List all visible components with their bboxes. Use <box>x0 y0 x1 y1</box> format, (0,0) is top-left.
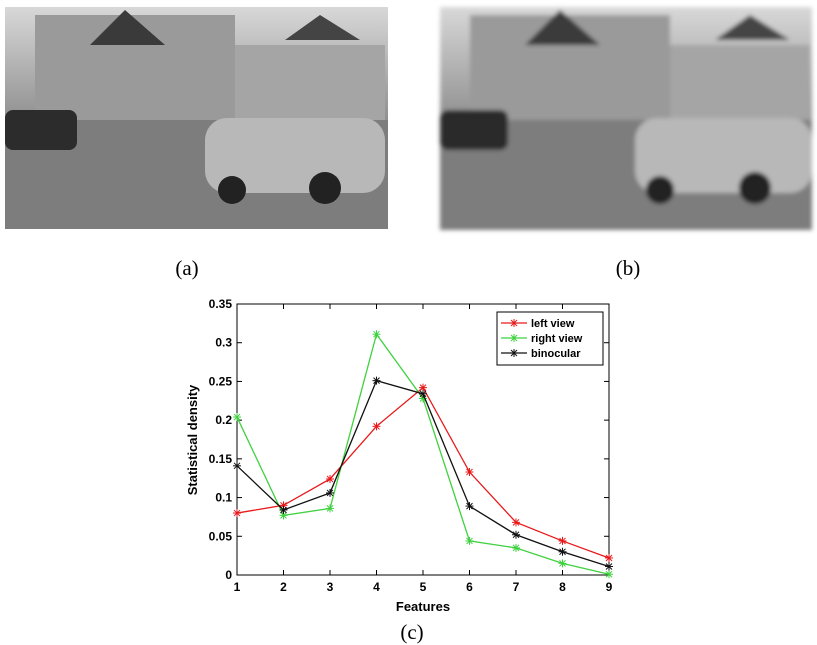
marker-stroke <box>512 544 520 552</box>
y-tick-label: 0 <box>225 568 232 582</box>
x-tick-label: 2 <box>280 580 287 594</box>
marker <box>326 504 334 513</box>
marker-stroke <box>373 422 380 430</box>
y-tick-label: 0.25 <box>209 374 233 388</box>
marker-stroke <box>419 384 427 391</box>
marker <box>605 553 613 562</box>
marker-stroke <box>233 462 241 470</box>
x-tick-label: 8 <box>559 580 566 594</box>
y-tick-label: 0.2 <box>215 413 232 427</box>
marker-stroke <box>510 319 518 327</box>
marker-stroke <box>466 502 473 510</box>
marker <box>512 543 520 552</box>
legend-marker <box>510 349 518 357</box>
marker <box>558 536 567 545</box>
caption: (a) <box>175 256 198 280</box>
x-tick-label: 1 <box>234 580 241 594</box>
marker <box>512 530 520 539</box>
marker <box>233 413 241 422</box>
x-tick-label: 5 <box>420 580 427 594</box>
x-tick-label: 6 <box>466 580 473 594</box>
marker <box>465 536 474 545</box>
marker <box>605 562 613 571</box>
marker-stroke <box>466 468 473 476</box>
marker-stroke <box>326 475 334 483</box>
marker-stroke <box>373 330 380 338</box>
marker <box>372 422 381 431</box>
marker-stroke <box>280 512 287 519</box>
marker-stroke <box>233 509 241 517</box>
marker <box>372 376 381 385</box>
marker-stroke <box>512 531 520 539</box>
marker <box>233 461 241 470</box>
marker-stroke <box>466 537 473 545</box>
marker-stroke <box>280 506 287 514</box>
marker-stroke <box>605 563 613 570</box>
x-tick-label: 3 <box>327 580 334 594</box>
y-axis-label: Statistical density <box>185 384 200 495</box>
marker <box>419 389 427 398</box>
legend-marker <box>510 319 518 327</box>
y-tick-label: 0.15 <box>209 452 233 466</box>
marker <box>512 518 520 527</box>
marker-stroke <box>326 489 334 497</box>
marker <box>326 474 334 483</box>
caption: (b) <box>616 256 641 280</box>
x-tick-label: 7 <box>513 580 520 594</box>
marker <box>605 570 613 579</box>
y-tick-label: 0.1 <box>215 491 232 505</box>
marker-stroke <box>512 518 520 526</box>
marker <box>558 547 567 556</box>
marker <box>465 502 474 511</box>
marker-stroke <box>373 377 380 385</box>
legend-label: left view <box>531 318 575 330</box>
y-tick-label: 0.35 <box>209 297 233 311</box>
marker-stroke <box>559 548 566 556</box>
y-tick-label: 0.3 <box>215 336 232 350</box>
marker-stroke <box>559 537 566 545</box>
marker-stroke <box>559 560 566 567</box>
legend-label: binocular <box>531 348 581 360</box>
marker-stroke <box>510 334 518 342</box>
marker <box>372 330 381 339</box>
photo-left <box>5 7 388 229</box>
marker-stroke <box>419 390 427 398</box>
x-tick-label: 9 <box>606 580 613 594</box>
marker-stroke <box>233 413 241 421</box>
caption: (c) <box>400 620 423 644</box>
marker-stroke <box>510 349 518 357</box>
marker <box>558 559 567 568</box>
marker <box>326 488 334 497</box>
y-tick-label: 0.05 <box>209 529 233 543</box>
marker <box>233 509 241 518</box>
marker-stroke <box>605 554 613 562</box>
legend-label: right view <box>531 333 583 345</box>
marker-stroke <box>326 505 334 512</box>
x-tick-label: 4 <box>373 580 380 594</box>
marker <box>279 505 288 514</box>
legend-marker <box>510 334 518 342</box>
marker <box>279 511 288 520</box>
marker-stroke <box>605 570 613 578</box>
x-axis-label: Features <box>396 599 450 614</box>
marker <box>465 468 474 477</box>
photo-right <box>440 7 812 230</box>
